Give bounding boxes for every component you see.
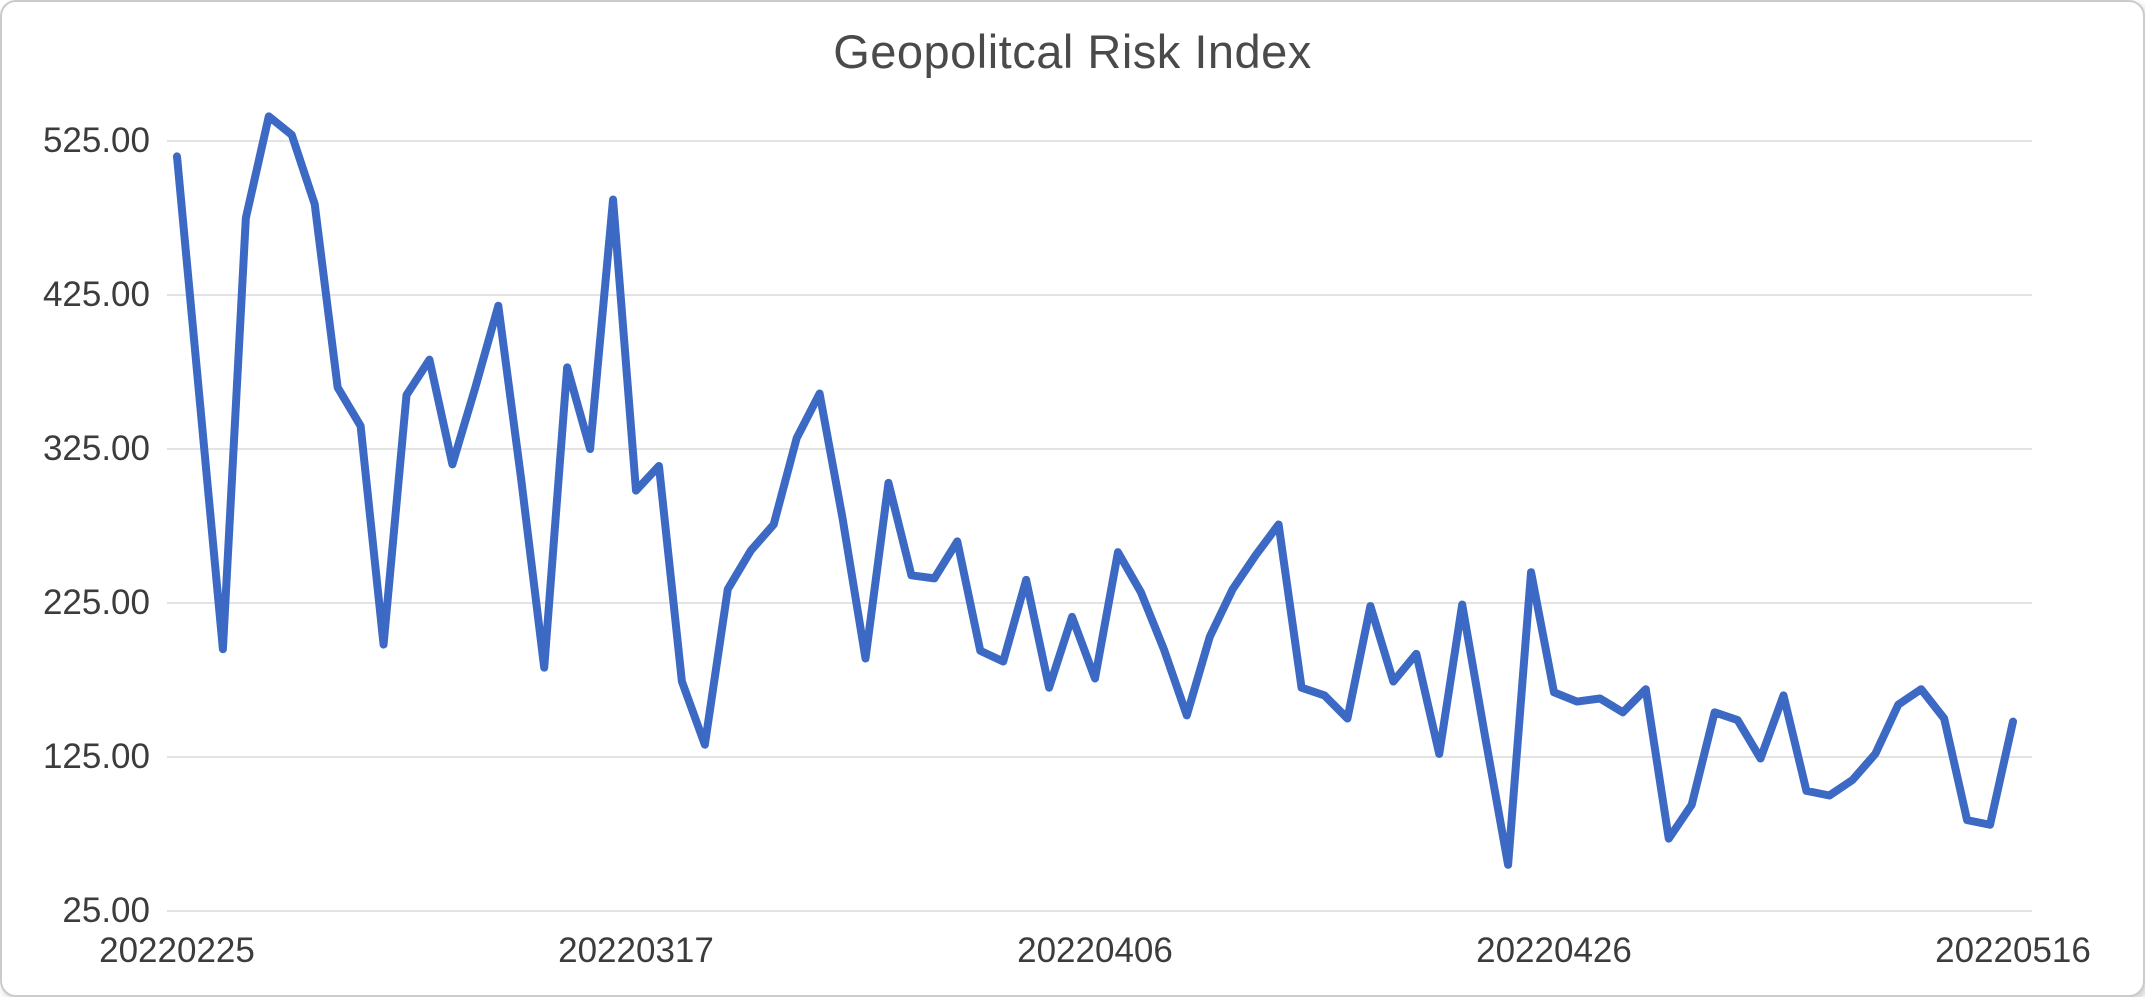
x-tick-label: 20220516: [1935, 931, 2091, 970]
chart-title: Geopolitcal Risk Index: [833, 25, 1312, 78]
x-tick-label: 20220317: [558, 931, 714, 970]
x-tick-label: 20220406: [1017, 931, 1173, 970]
y-tick-label: 225.00: [42, 583, 150, 622]
y-tick-label: 325.00: [42, 429, 150, 468]
y-tick-label: 125.00: [42, 737, 150, 776]
x-tick-label: 20220426: [1476, 931, 1632, 970]
gridlines: [167, 140, 2032, 912]
y-tick-label: 425.00: [42, 275, 150, 314]
risk-index-line-series: [173, 112, 2017, 869]
x-tick-label: 20220225: [99, 931, 255, 970]
y-tick-label: 25.00: [62, 891, 150, 930]
y-tick-label: 525.00: [42, 121, 150, 160]
